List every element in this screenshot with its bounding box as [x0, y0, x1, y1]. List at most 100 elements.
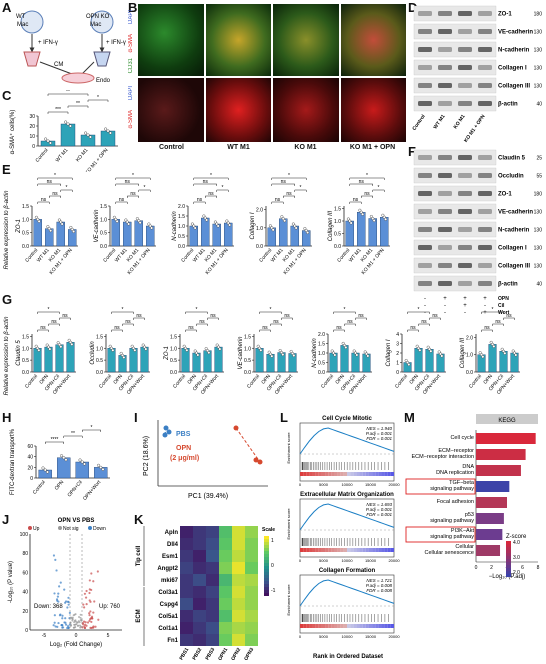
h-ylabel: FITC-dextran transport%: [10, 428, 16, 495]
g5-sig-2: ns: [432, 313, 438, 319]
l-stat-2-0: NES = 1.721: [366, 578, 392, 583]
g0-ytick-2: 1.0: [22, 346, 29, 352]
m-bar-0: [476, 433, 536, 444]
d-band-0-2: [458, 11, 472, 16]
m-term-3-0: TGF−beta: [449, 480, 475, 486]
g0-dot-1-2: [48, 347, 52, 351]
k-cell-4-1: [193, 574, 206, 586]
j-pt-67: [62, 626, 65, 629]
e1-ytick-1: 0.5: [100, 231, 107, 237]
k-cell-5-5: [245, 586, 258, 598]
g6-dot-0-2: [481, 355, 485, 359]
l-xtick-0-4: 20000: [388, 482, 400, 487]
c-sig-2: *: [97, 95, 99, 101]
e4-bar-1: [357, 212, 366, 247]
m-z-seg-5: [506, 556, 511, 559]
e1-ytick-3: 1.5: [100, 204, 107, 210]
e3-sig-3: ns: [281, 179, 287, 185]
e0-sig-0: ns: [41, 197, 47, 203]
j-pt-23: [60, 624, 64, 627]
l-stat-1-2: FDR = 0.001: [366, 512, 392, 517]
micrograph-top-kopn: [340, 4, 406, 76]
g3-bracket-1: [270, 323, 282, 326]
e1-bar-0: [111, 219, 120, 247]
l-xtick-2-2: 10000: [341, 634, 353, 639]
j-pt-42: [84, 621, 87, 624]
l-stat-1-0: NES = 1.693: [366, 502, 392, 507]
f-band-1-3: [478, 173, 492, 178]
g6-title: Collagen III: [460, 337, 466, 368]
g4-ytick-3: 1.5: [318, 342, 325, 348]
j-legend-dot-1: [58, 526, 62, 530]
d-band-1-1: [438, 29, 452, 34]
h-dot-3-0: [97, 463, 101, 467]
d-mw-2: 130: [534, 48, 543, 54]
k-row-7: Col5a1: [158, 614, 178, 620]
e2-bracket-2: [216, 189, 229, 192]
l-curve-1: [299, 503, 395, 531]
e2-sig-3: ns: [203, 179, 209, 185]
e3-dot-0-1: [270, 226, 274, 230]
k-scale-seg-13: [264, 575, 269, 578]
l-stat-0-2: FDR = 0.001: [366, 436, 392, 441]
c-dot-3-1: [106, 129, 110, 133]
e1-dot-0-1: [114, 217, 118, 221]
k-cell-7-5: [245, 610, 258, 622]
e3-dot-1-1: [281, 217, 285, 221]
pca-pbs-3: [162, 432, 168, 438]
f-treat-0-2: +: [463, 296, 467, 302]
j-pt-86: [89, 600, 92, 603]
d-band-1-0: [418, 29, 432, 34]
g4-dot-1-2: [344, 345, 348, 349]
l-grad-0-11: [334, 472, 338, 476]
b-top-stain-dapi: DAPI: [128, 10, 134, 25]
d-band-5-1: [438, 101, 452, 106]
g1-ytick-0: 0.0: [96, 370, 103, 376]
g0-ytick-1: 0.5: [22, 358, 29, 364]
f-treat-1-2: +: [463, 303, 467, 309]
h-xlabel-2: OPN+Cil: [67, 479, 84, 498]
m-xtick-1: 2: [490, 565, 493, 571]
l-grad-1-14: [343, 548, 347, 552]
g2-ytick-1: 0.5: [170, 358, 177, 364]
f-band-4-1: [438, 227, 452, 232]
g0-bracket-0: [37, 329, 49, 332]
d-lane-bg-2: [413, 41, 497, 58]
e0-bracket-0: [37, 201, 50, 204]
l-grad-0-25: [378, 472, 382, 476]
e2-ytick-4: 2.0: [178, 204, 185, 210]
k-cell-8-3: [219, 622, 232, 634]
c-sig-3: **: [66, 90, 70, 95]
e0-dot-1-0: [46, 225, 50, 229]
j-pt-38: [96, 570, 99, 573]
j-legend-1: Not sig: [63, 526, 79, 532]
panel-a-schematic: WT Mac OPN KO Mac + IFN-γ + IFN-γ CM End…: [16, 10, 126, 84]
l-xtick-1-2: 10000: [341, 558, 353, 563]
k-scale-seg-4: [264, 548, 269, 551]
f-band-7-3: [478, 281, 492, 286]
g3-dot-3-2: [292, 353, 296, 357]
g2-dot-1-2: [196, 353, 200, 357]
c-dot-0-1: [46, 139, 50, 143]
f-treat-0-0: -: [424, 296, 426, 302]
j-pt-69: [68, 611, 71, 615]
g0-title: Claudin 5: [16, 340, 22, 366]
l-grad-2-21: [365, 624, 369, 628]
f-mw-7: 40: [536, 282, 542, 288]
g3-bracket-2: [281, 317, 293, 320]
f-band-0-0: [418, 155, 432, 160]
g0-bar-2: [55, 344, 64, 373]
c-bar-3: [100, 130, 116, 147]
k-cell-6-4: [232, 598, 245, 610]
g2-dot-0-2: [185, 348, 189, 352]
e2-sig-4: *: [210, 173, 212, 179]
l-grad-1-27: [384, 548, 388, 552]
c-dot-2-1: [86, 133, 90, 137]
e0-title: ZO-1: [16, 219, 22, 234]
wt-tube: [23, 51, 41, 67]
k-cell-0-2: [206, 526, 219, 538]
j-pt-14: [88, 612, 91, 615]
k-cell-7-1: [193, 610, 206, 622]
m-z-seg-10: [506, 571, 511, 574]
